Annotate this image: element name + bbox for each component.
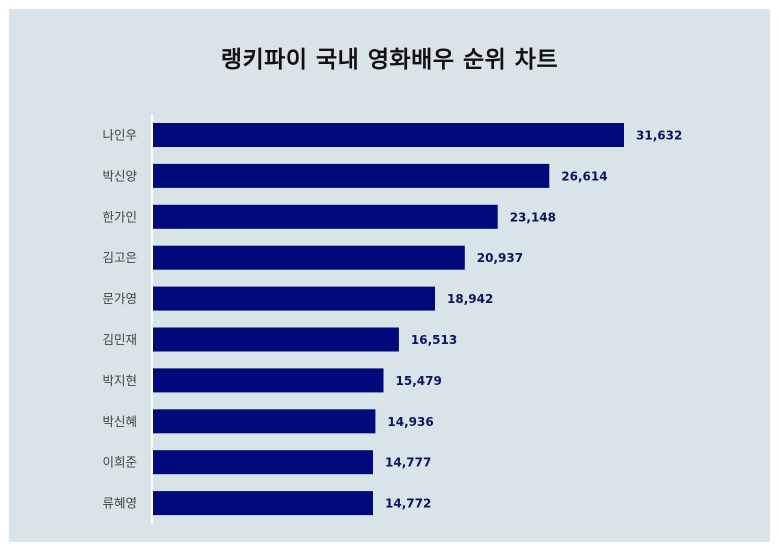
bar-9 <box>153 450 373 475</box>
bar-7 <box>153 368 384 393</box>
category-label-1: 나인우 <box>102 128 137 143</box>
value-label-10: 14,772 <box>385 497 431 511</box>
category-label-10: 류혜영 <box>102 496 137 511</box>
bar-10 <box>153 491 373 516</box>
category-label-6: 김민재 <box>102 332 137 347</box>
bar-4 <box>153 245 465 270</box>
value-label-1: 31,632 <box>636 129 682 143</box>
value-label-9: 14,777 <box>385 456 431 470</box>
category-label-2: 박신양 <box>102 168 137 183</box>
bar-3 <box>153 204 498 229</box>
value-label-3: 23,148 <box>510 210 556 224</box>
category-label-4: 김고은 <box>102 250 137 265</box>
category-label-9: 이희준 <box>102 455 137 470</box>
category-label-8: 박신혜 <box>102 414 137 429</box>
bar-8 <box>153 409 376 434</box>
value-label-4: 20,937 <box>477 251 523 265</box>
chart-title: 랭키파이 국내 영화배우 순위 차트 <box>220 47 559 73</box>
value-label-8: 14,936 <box>387 415 433 429</box>
bar-1 <box>153 123 624 147</box>
category-label-3: 한가인 <box>102 209 137 224</box>
value-label-6: 16,513 <box>411 333 457 347</box>
category-label-7: 박지현 <box>102 373 137 388</box>
category-label-5: 문가영 <box>102 291 137 306</box>
bar-6 <box>153 327 399 352</box>
bar-5 <box>153 286 435 311</box>
value-label-7: 15,479 <box>396 374 442 388</box>
chart-background <box>9 9 770 542</box>
value-label-5: 18,942 <box>447 292 493 306</box>
bar-2 <box>153 163 550 188</box>
value-label-2: 26,614 <box>561 169 607 183</box>
